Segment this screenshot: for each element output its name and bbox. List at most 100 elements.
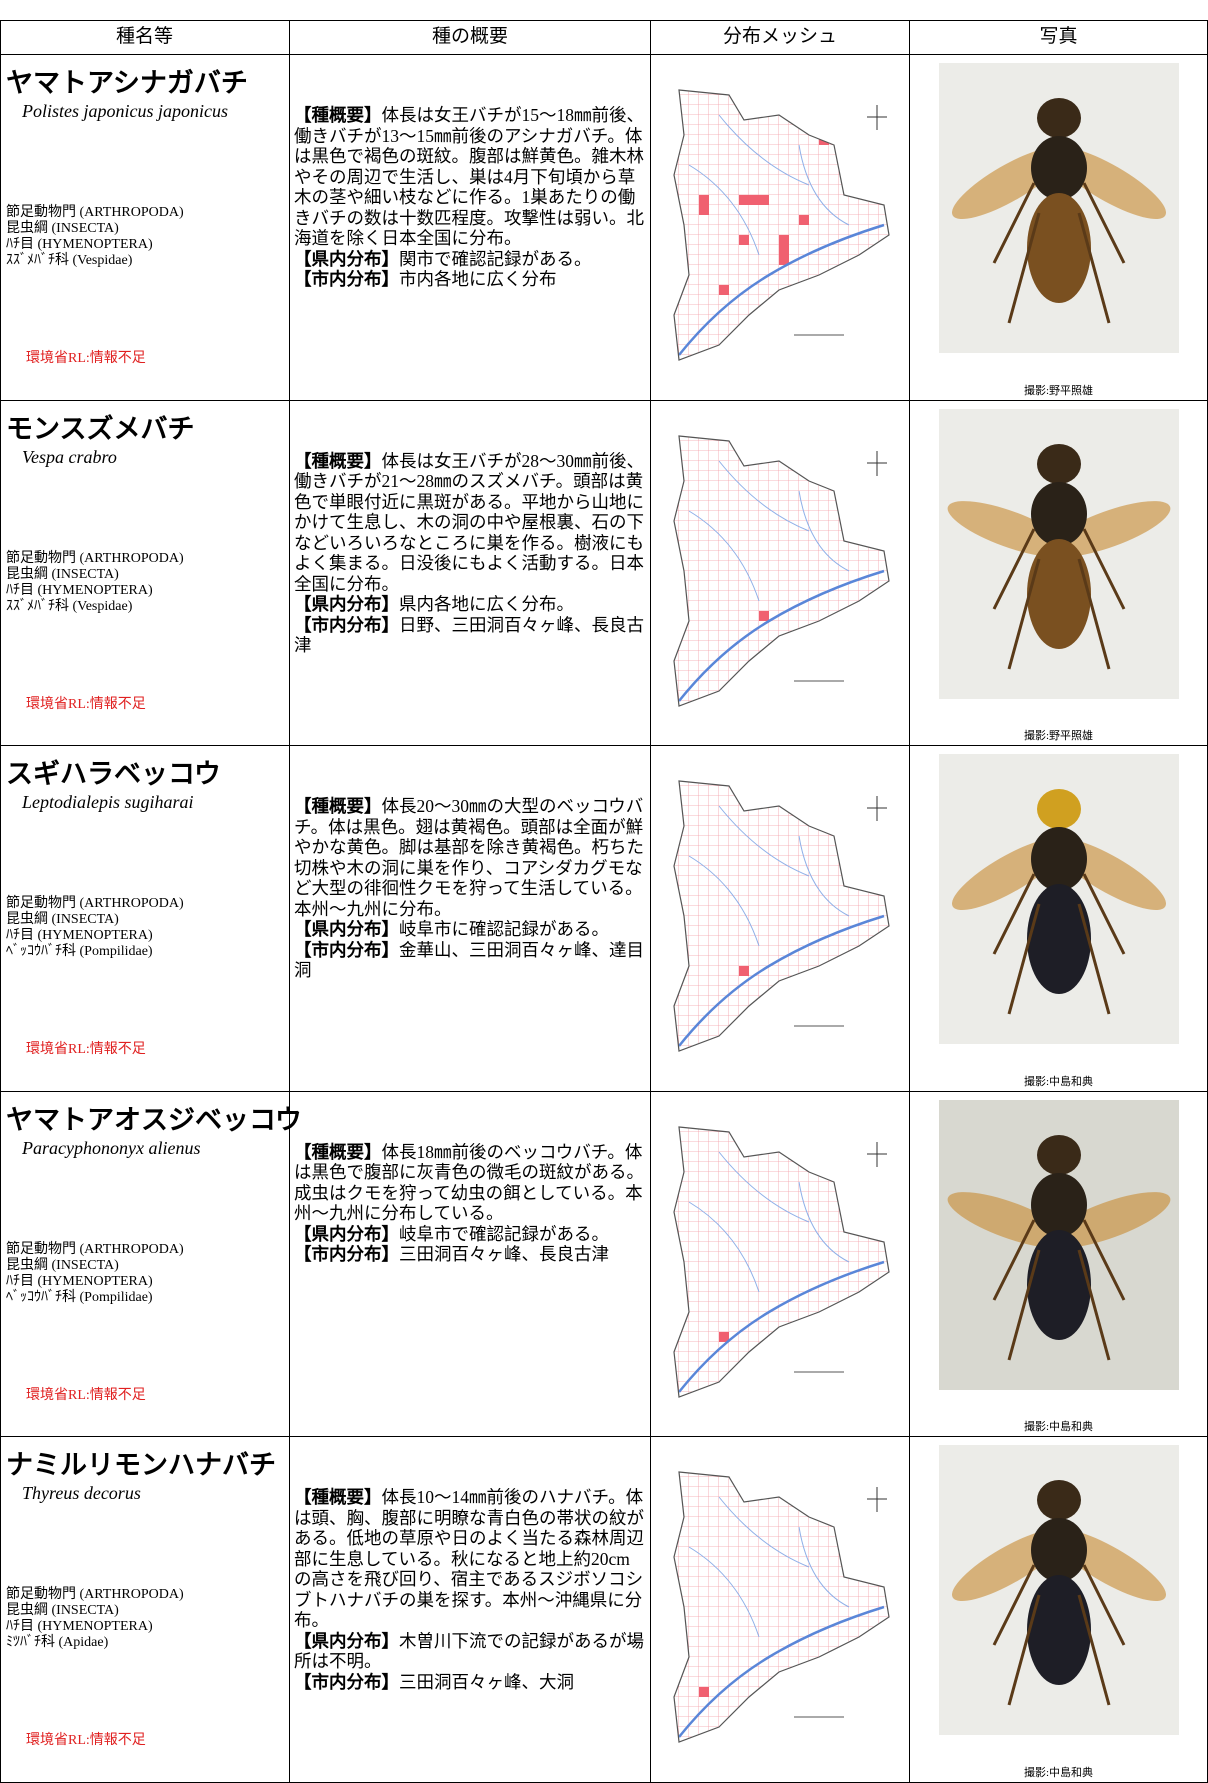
description-label: 【県内分布】 [294,248,399,269]
photo [939,1445,1179,1736]
species-name: スギハラベッコウ [6,759,221,790]
map-cell [651,55,910,401]
description: 【種概要】体長は女王バチが15～18㎜前後、働きバチが13～15㎜前後のアシナガ… [294,105,646,290]
description-item: 【市内分布】三田洞百々ヶ峰、大洞 [294,1672,646,1693]
scientific-name: Polistes japonicus japonicus [22,101,228,121]
species-name: モンスズメバチ [6,413,195,444]
taxonomy: 節足動物門 (ARTHROPODA) 昆虫綱 (INSECTA) ﾊﾁ目 (HYME… [6,1242,184,1306]
species-cell: ヤマトアシナガバチ Polistes japonicus japonicus 節足動… [0,55,290,401]
taxon: ﾊﾁ目 (HYMENOPTERA) [6,928,153,944]
red-list: 環境省RL:情報不足 [26,351,146,366]
photo-cell: 撮影:中島和典 [910,1437,1208,1783]
description-text: 岐阜市で確認記録がある。 [399,1223,609,1244]
description-text: 体長10～14㎜前後のハナバチ。体は頭、胸、腹部に明瞭な青白色の帯状の紋がある。… [294,1487,644,1631]
species-cell: スギハラベッコウ Leptodialepis sugiharai 節足動物門 (AR… [0,746,290,1092]
description-item: 【市内分布】三田洞百々ヶ峰、長良古津 [294,1244,646,1265]
scientific-name: Vespa crabro [22,446,117,467]
description-text: 体長は女王バチが28～30㎜前後、働きバチが21～28㎜のスズメバチ。頭部は黄色… [294,450,644,594]
description: 【種概要】体長20～30㎜の大型のベッコウバチ。体は黒色。翅は黄褐色。頭部は全面… [294,796,646,981]
description-text: 岐阜市に確認記録がある。 [399,919,609,940]
distribution-map [673,1126,890,1398]
red-list: 環境省RL:情報不足 [26,696,146,712]
description: 【種概要】体長18㎜前後のベッコウバチ。体は黒色で腹部に灰青色の微毛の斑紋がある… [294,1142,646,1265]
description-text: 体長は女王バチが15～18㎜前後、働きバチが13～15㎜前後のアシナガバチ。体は… [294,105,644,248]
photo [939,754,1179,1045]
taxon: 節足動物門 (ARTHROPODA) [6,896,184,912]
description: 【種概要】体長は女王バチが28～30㎜前後、働きバチが21～28㎜のスズメバチ。… [294,451,646,656]
description-text: 体長18㎜前後のベッコウバチ。体は黒色で腹部に灰青色の微毛の斑紋がある。成虫はク… [294,1141,644,1224]
photo-cell: 撮影:中島和典 [910,1091,1208,1438]
taxon: 昆虫綱 (INSECTA) [6,1603,119,1619]
description-text: 市内各地に広く分布 [399,269,557,289]
description-label: 【県内分布】 [294,1630,399,1651]
description-label: 【種概要】 [294,796,382,817]
description-text: 三田洞百々ヶ峰、大洞 [399,1671,574,1692]
photo-credit: 撮影:野平照雄 [1023,384,1094,397]
description-text: 体長20～30㎜の大型のベッコウバチ。体は黒色。翅は黄褐色。頭部は全面が鮮やかな… [294,796,644,919]
description-text: 関市で確認記録がある。 [399,248,592,269]
red-list: 環境省RL:情報不足 [26,1042,146,1058]
photo-credit: 撮影:中島和典 [1023,1075,1094,1088]
species-cell: ナミルリモンハナバチ Thyreus decorus 節足動物門 (ARTHROPO… [0,1437,290,1783]
scientific-name: Thyreus decorus [22,1483,141,1504]
taxon: 昆虫綱 (INSECTA) [6,912,119,928]
description-text: 三田洞百々ヶ峰、長良古津 [399,1244,609,1265]
taxon: ﾐﾂﾊﾞﾁ科 (Apidae) [6,1635,109,1651]
description-label: 【種概要】 [294,1487,382,1508]
taxon: 昆虫綱 (INSECTA) [6,1257,119,1273]
taxon: ﾍﾞｯｺｳﾊﾞﾁ科 (Pompilidae) [6,1289,153,1305]
photo [939,1099,1179,1390]
map-cell [651,400,910,747]
description-text: 日野、三田洞百々ヶ峰、長良古津 [294,614,644,656]
distribution-map [673,89,890,361]
description-item: 【種概要】体長は女王バチが15～18㎜前後、働きバチが13～15㎜前後のアシナガ… [294,105,646,249]
map-cell [651,746,910,1092]
taxon: 昆虫綱 (INSECTA) [6,221,119,236]
scientific-name: Paracyphononyx alienus [22,1137,201,1158]
species-name: ナミルリモンハナバチ [6,1450,276,1481]
species-name: ヤマトアシナガバチ [6,68,248,98]
description-label: 【市内分布】 [294,614,399,635]
description-label: 【種概要】 [294,105,382,125]
photo-credit: 撮影:中島和典 [1023,1766,1094,1779]
taxonomy: 節足動物門 (ARTHROPODA) 昆虫綱 (INSECTA) ﾊﾁ目 (HYME… [6,551,184,615]
photo-cell: 撮影:中島和典 [910,746,1208,1092]
description-item: 【市内分布】市内各地に広く分布 [294,269,646,290]
red-list: 環境省RL:情報不足 [26,1387,146,1403]
description-label: 【県内分布】 [294,1223,399,1244]
scientific-name: Leptodialepis sugiharai [22,792,194,813]
photo [939,63,1179,353]
description-item: 【県内分布】岐阜市に確認記録がある。 [294,919,646,940]
taxon: ﾊﾁ目 (HYMENOPTERA) [6,237,153,252]
taxon: ｽｽﾞﾒﾊﾞﾁ科 (Vespidae) [6,253,133,268]
taxon: ﾍﾞｯｺｳﾊﾞﾁ科 (Pompilidae) [6,944,153,960]
description-item: 【種概要】体長18㎜前後のベッコウバチ。体は黒色で腹部に灰青色の微毛の斑紋がある… [294,1142,646,1224]
description-item: 【種概要】体長20～30㎜の大型のベッコウバチ。体は黒色。翅は黄褐色。頭部は全面… [294,796,646,919]
summary-cell: 【種概要】体長10～14㎜前後のハナバチ。体は頭、胸、腹部に明瞭な青白色の帯状の… [290,1437,651,1783]
map-cell [651,1437,910,1783]
taxonomy: 節足動物門 (ARTHROPODA) 昆虫綱 (INSECTA) ﾊﾁ目 (HYME… [6,205,184,269]
taxon: 節足動物門 (ARTHROPODA) [6,1587,184,1603]
species-name: ヤマトアオスジベッコウ [6,1104,302,1135]
table-frame [0,20,1208,1783]
header-cell: 種名等 [0,20,290,55]
taxon: ｽｽﾞﾒﾊﾞﾁ科 (Vespidae) [6,598,133,614]
taxon: 節足動物門 (ARTHROPODA) [6,205,184,220]
taxon: ﾊﾁ目 (HYMENOPTERA) [6,1619,153,1635]
header-cell: 種の概要 [290,20,651,55]
header-cell: 写真 [910,20,1208,55]
summary-cell: 【種概要】体長18㎜前後のベッコウバチ。体は黒色で腹部に灰青色の微毛の斑紋がある… [290,1091,651,1438]
distribution-map [673,1471,890,1744]
description-item: 【県内分布】県内各地に広く分布。 [294,594,646,615]
header-cell: 分布メッシュ [651,20,910,55]
photo-credit: 撮影:中島和典 [1023,1421,1094,1434]
summary-cell: 【種概要】体長は女王バチが28～30㎜前後、働きバチが21～28㎜のスズメバチ。… [290,400,651,747]
description-item: 【市内分布】日野、三田洞百々ヶ峰、長良古津 [294,615,646,656]
description-item: 【種概要】体長10～14㎜前後のハナバチ。体は頭、胸、腹部に明瞭な青白色の帯状の… [294,1487,646,1631]
photo-cell: 撮影:野平照雄 [910,400,1208,747]
description-item: 【県内分布】関市で確認記録がある。 [294,249,646,270]
taxon: 昆虫綱 (INSECTA) [6,566,119,582]
taxonomy: 節足動物門 (ARTHROPODA) 昆虫綱 (INSECTA) ﾊﾁ目 (HYME… [6,896,184,960]
taxonomy: 節足動物門 (ARTHROPODA) 昆虫綱 (INSECTA) ﾊﾁ目 (HYME… [6,1587,184,1651]
